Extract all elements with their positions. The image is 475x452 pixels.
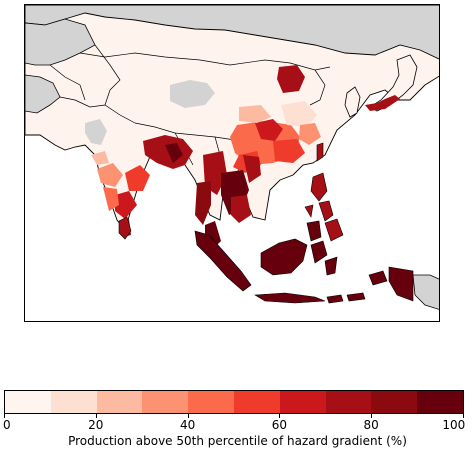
- colorbar-tick-label: 0: [3, 418, 11, 432]
- sri-lanka: [118, 216, 132, 240]
- se-asia-shading: [195, 151, 261, 249]
- colorbar-cell: [417, 391, 463, 413]
- colorbar-tick: [187, 414, 189, 418]
- nodata-russia: [25, 5, 439, 60]
- nodata-png: [412, 274, 439, 310]
- map-canvas: [25, 5, 439, 310]
- colorbar-label: Production above 50th percentile of haza…: [68, 434, 407, 448]
- korea: [344, 86, 361, 118]
- nodata-tibet: [170, 80, 215, 108]
- colorbar-cell: [325, 391, 372, 413]
- colorbar-tick-label: 20: [88, 418, 104, 432]
- colorbar-cell: [188, 391, 234, 413]
- china-shading: [230, 65, 321, 173]
- colorbar-cell: [5, 391, 51, 413]
- philippines: [304, 172, 344, 242]
- colorbar-tick: [4, 414, 5, 418]
- maritime-se-asia: [194, 220, 414, 304]
- colorbar-scale: [4, 390, 464, 414]
- colorbar-cell: [50, 391, 97, 413]
- nodata-india-west: [85, 119, 107, 145]
- colorbar-cell: [279, 391, 326, 413]
- colorbar-cell: [233, 391, 280, 413]
- colorbar-cell: [96, 391, 143, 413]
- japan-south-red: [365, 95, 400, 111]
- colorbar-tick-label: 60: [271, 418, 288, 432]
- colorbar-tick-label: 80: [363, 418, 379, 432]
- colorbar-tick: [95, 414, 97, 418]
- map-frame: [24, 4, 440, 322]
- colorbar-tick-label: 100: [442, 418, 466, 432]
- colorbar-cell: [142, 391, 189, 413]
- colorbar-tick: [371, 414, 373, 418]
- nodata-west: [25, 74, 61, 114]
- colorbar-tick-label: 40: [179, 418, 196, 432]
- colorbar-tick: [463, 414, 464, 418]
- colorbar-tick: [279, 414, 281, 418]
- colorbar: 0 20 40 60 80 100: [3, 390, 465, 432]
- colorbar-cell: [371, 391, 418, 413]
- taiwan: [316, 142, 324, 162]
